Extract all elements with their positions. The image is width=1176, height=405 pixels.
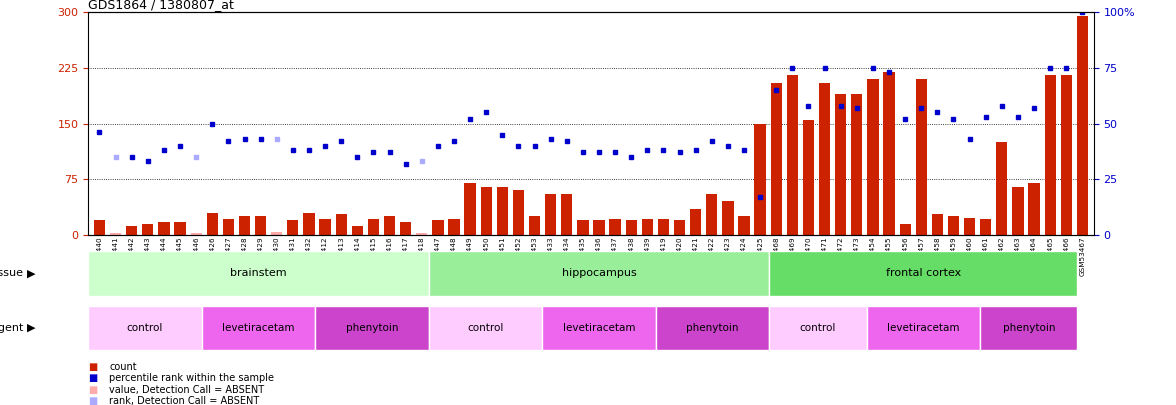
Bar bbox=[542, 306, 656, 350]
Bar bbox=[126, 226, 138, 235]
Bar bbox=[496, 187, 508, 235]
Bar bbox=[400, 222, 412, 235]
Bar bbox=[835, 94, 847, 235]
Bar bbox=[159, 222, 169, 235]
Bar bbox=[931, 214, 943, 235]
Bar bbox=[513, 190, 524, 235]
Bar bbox=[94, 220, 105, 235]
Bar bbox=[303, 213, 315, 235]
Text: value, Detection Call = ABSENT: value, Detection Call = ABSENT bbox=[109, 385, 265, 394]
Text: ■: ■ bbox=[88, 396, 98, 405]
Bar bbox=[202, 306, 315, 350]
Bar bbox=[465, 183, 476, 235]
Text: count: count bbox=[109, 362, 136, 372]
Text: phenytoin: phenytoin bbox=[1003, 323, 1055, 333]
Bar bbox=[1013, 187, 1023, 235]
Bar bbox=[1029, 183, 1040, 235]
Bar bbox=[642, 219, 653, 235]
Bar bbox=[109, 232, 121, 235]
Bar bbox=[996, 142, 1008, 235]
Text: ▶: ▶ bbox=[27, 323, 35, 333]
Bar bbox=[980, 306, 1077, 350]
Bar bbox=[609, 219, 621, 235]
Bar bbox=[335, 214, 347, 235]
Bar bbox=[769, 306, 867, 350]
Bar bbox=[626, 220, 637, 235]
Text: levetiracetam: levetiracetam bbox=[887, 323, 960, 333]
Bar bbox=[851, 94, 862, 235]
Bar bbox=[883, 72, 895, 235]
Text: control: control bbox=[800, 323, 836, 333]
Text: phenytoin: phenytoin bbox=[346, 323, 399, 333]
Bar bbox=[577, 220, 588, 235]
Text: control: control bbox=[127, 323, 163, 333]
Text: agent: agent bbox=[0, 323, 24, 333]
Text: frontal cortex: frontal cortex bbox=[886, 269, 961, 278]
Bar bbox=[142, 224, 153, 235]
Bar bbox=[706, 194, 717, 235]
Bar bbox=[255, 216, 266, 235]
Bar bbox=[320, 219, 330, 235]
Text: tissue: tissue bbox=[0, 269, 24, 278]
Bar bbox=[287, 220, 299, 235]
Bar bbox=[755, 124, 766, 235]
Bar bbox=[433, 220, 443, 235]
Bar bbox=[1077, 16, 1088, 235]
Bar bbox=[867, 79, 878, 235]
Bar bbox=[239, 216, 250, 235]
Text: percentile rank within the sample: percentile rank within the sample bbox=[109, 373, 274, 383]
Text: ■: ■ bbox=[88, 373, 98, 383]
Bar bbox=[88, 251, 429, 296]
Bar bbox=[416, 232, 427, 235]
Bar bbox=[1044, 75, 1056, 235]
Text: levetiracetam: levetiracetam bbox=[222, 323, 295, 333]
Text: brainstem: brainstem bbox=[230, 269, 287, 278]
Bar bbox=[657, 219, 669, 235]
Bar bbox=[803, 120, 814, 235]
Bar bbox=[739, 216, 749, 235]
Bar bbox=[429, 306, 542, 350]
Text: phenytoin: phenytoin bbox=[687, 323, 739, 333]
Bar bbox=[207, 213, 218, 235]
Bar bbox=[787, 75, 799, 235]
Bar bbox=[769, 251, 1077, 296]
Bar bbox=[383, 216, 395, 235]
Bar bbox=[867, 306, 980, 350]
Bar bbox=[964, 218, 975, 235]
Text: rank, Detection Call = ABSENT: rank, Detection Call = ABSENT bbox=[109, 396, 260, 405]
Bar bbox=[818, 83, 830, 235]
Text: control: control bbox=[467, 323, 503, 333]
Bar bbox=[272, 232, 282, 235]
Bar bbox=[429, 251, 769, 296]
Bar bbox=[980, 219, 991, 235]
Bar bbox=[561, 194, 573, 235]
Bar bbox=[690, 209, 701, 235]
Bar bbox=[481, 187, 492, 235]
Bar bbox=[315, 306, 429, 350]
Bar bbox=[656, 306, 769, 350]
Bar bbox=[594, 220, 604, 235]
Bar bbox=[222, 219, 234, 235]
Bar bbox=[674, 220, 686, 235]
Bar bbox=[544, 194, 556, 235]
Bar bbox=[174, 222, 186, 235]
Text: ■: ■ bbox=[88, 362, 98, 372]
Bar bbox=[770, 83, 782, 235]
Text: hippocampus: hippocampus bbox=[562, 269, 636, 278]
Bar bbox=[1061, 75, 1073, 235]
Bar bbox=[368, 219, 379, 235]
Bar bbox=[88, 306, 202, 350]
Text: ■: ■ bbox=[88, 385, 98, 394]
Text: ▶: ▶ bbox=[27, 269, 35, 278]
Bar bbox=[948, 216, 960, 235]
Bar bbox=[448, 219, 460, 235]
Bar bbox=[191, 232, 202, 235]
Bar bbox=[722, 202, 734, 235]
Bar bbox=[352, 226, 363, 235]
Text: levetiracetam: levetiracetam bbox=[563, 323, 635, 333]
Bar bbox=[900, 224, 910, 235]
Text: GDS1864 / 1380807_at: GDS1864 / 1380807_at bbox=[88, 0, 234, 11]
Bar bbox=[916, 79, 927, 235]
Bar bbox=[529, 216, 540, 235]
